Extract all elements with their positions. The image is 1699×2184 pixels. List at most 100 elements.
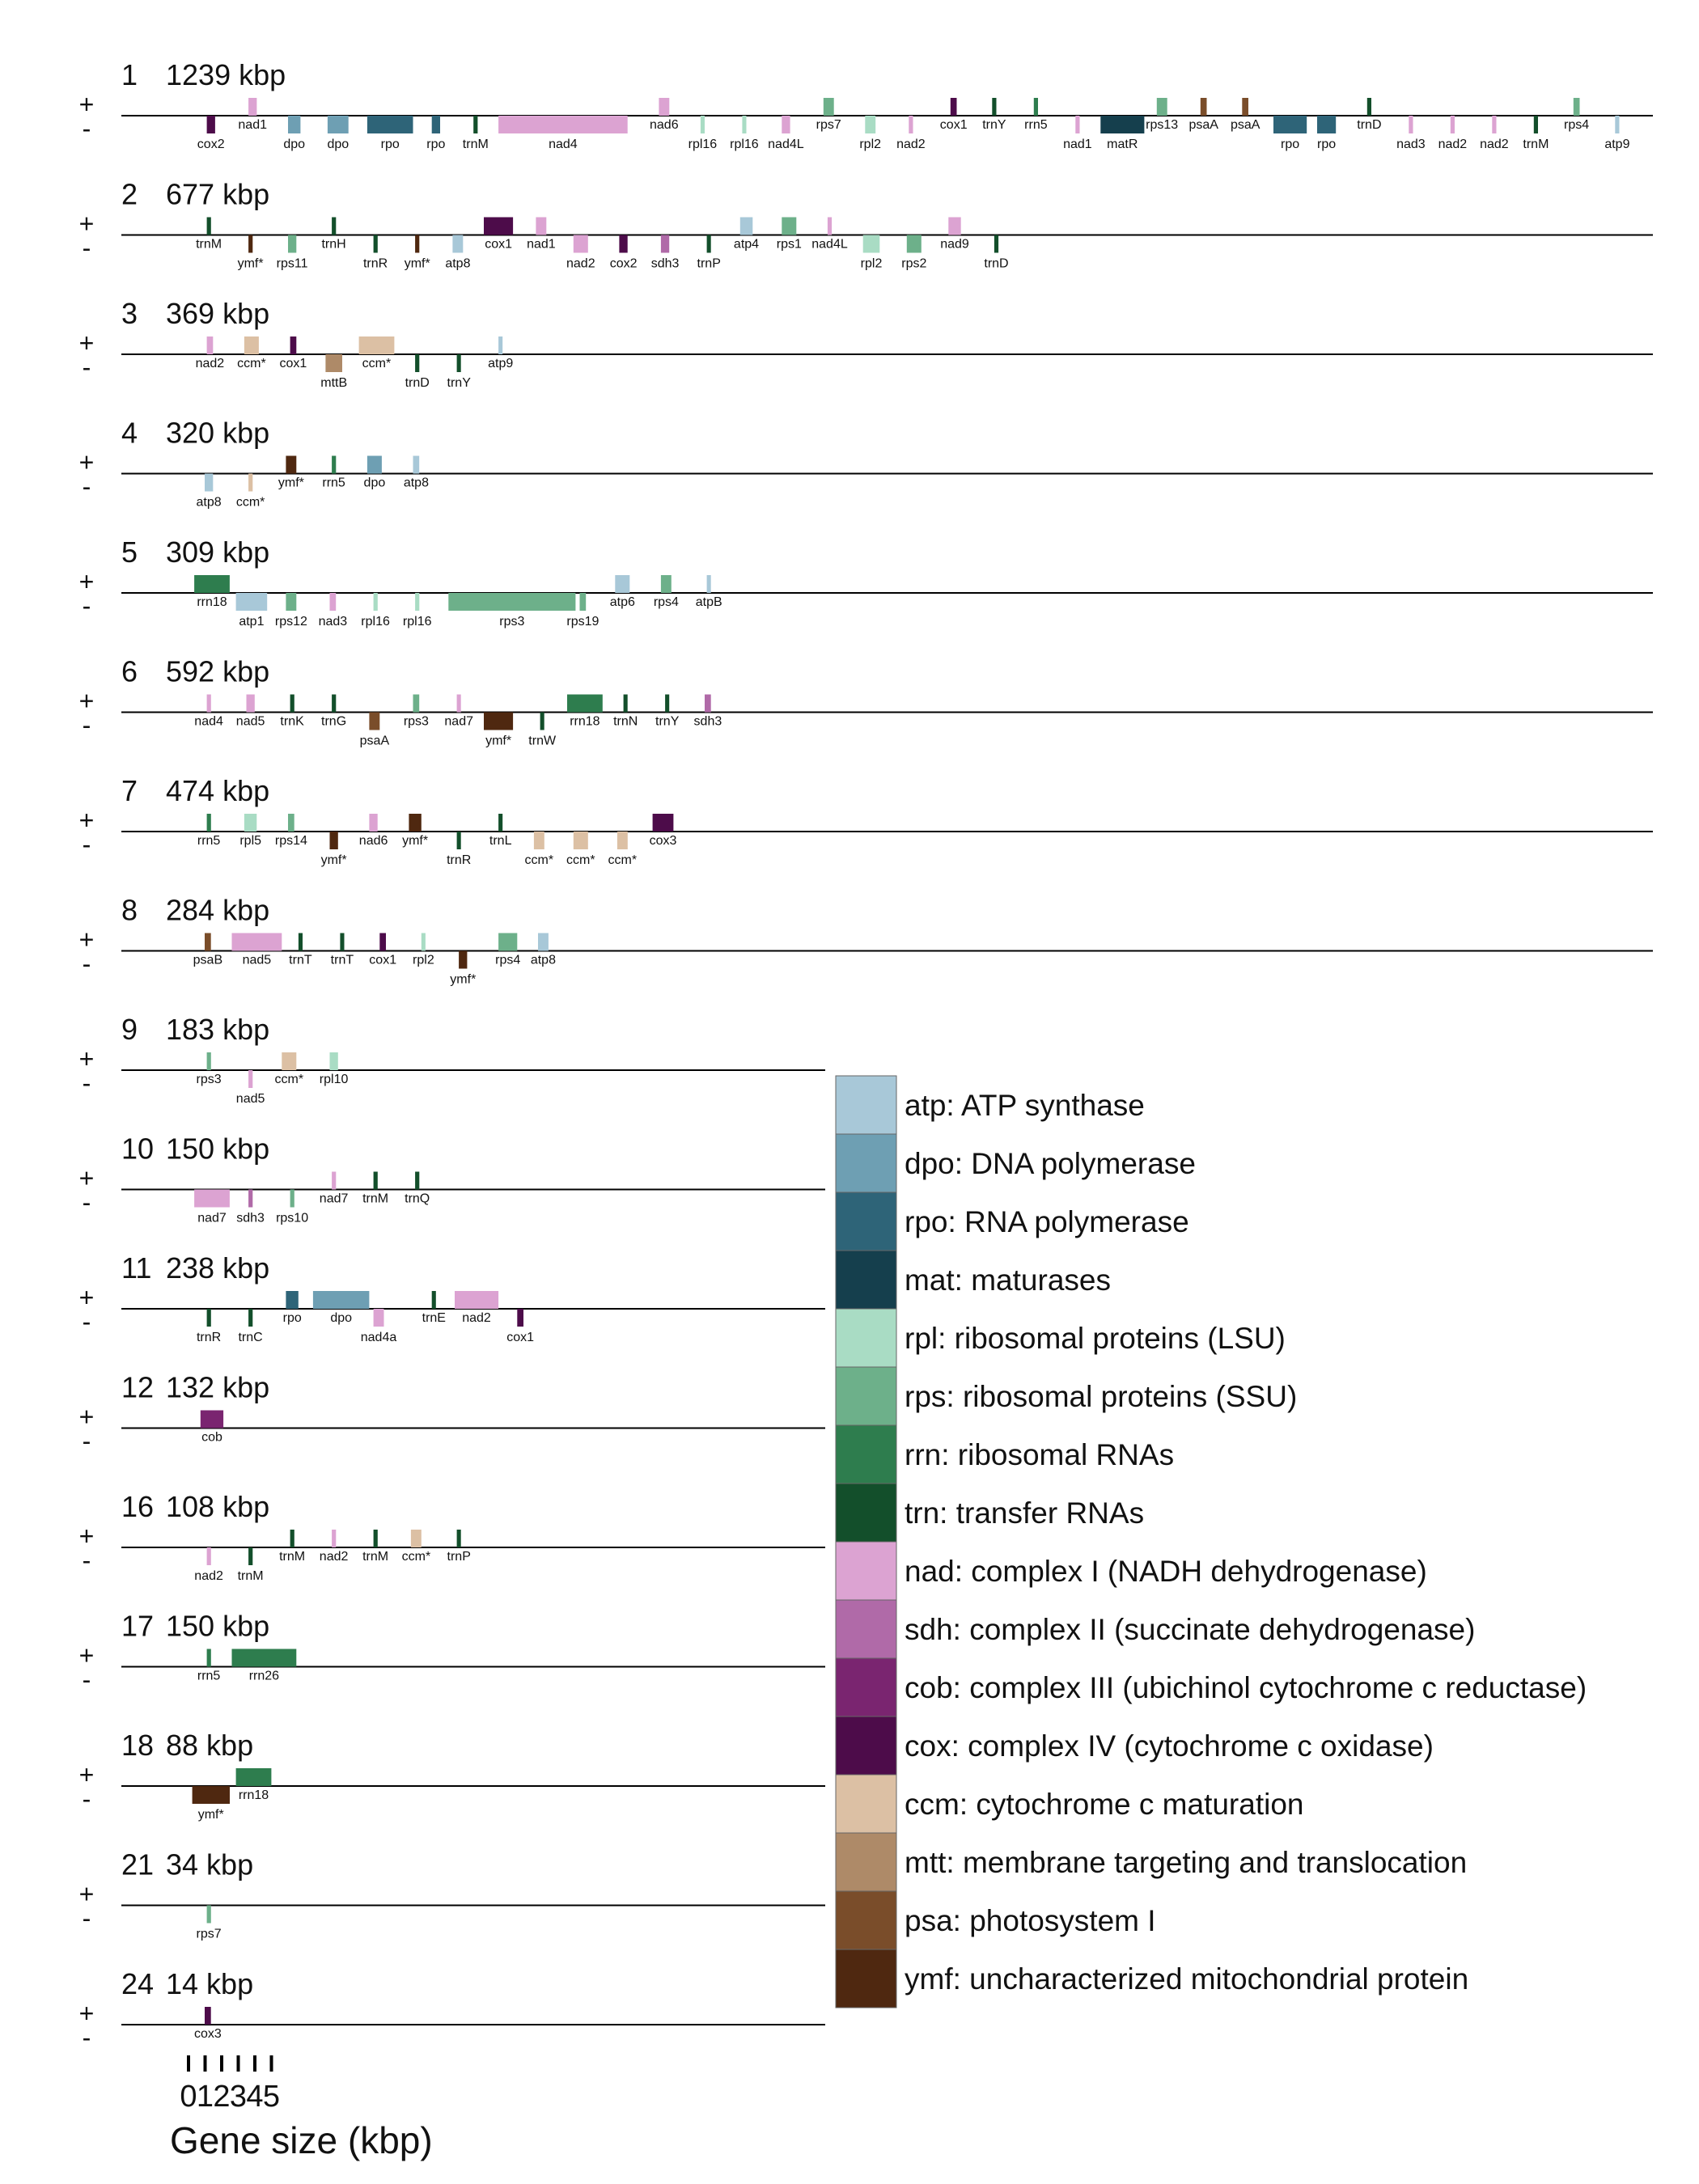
- gene-label: rps7: [197, 1928, 222, 1941]
- gene-block: [206, 814, 211, 832]
- chromosome-size: 284 kbp: [166, 894, 269, 927]
- gene-block: [498, 116, 628, 133]
- gene-label: nad1: [527, 238, 556, 252]
- gene-block: [659, 98, 670, 116]
- gene-block: [456, 354, 461, 372]
- gene-block: [206, 217, 211, 235]
- gene-label: rpo: [381, 138, 400, 151]
- minus-strand-label: -: [83, 711, 91, 740]
- plus-strand-label: +: [79, 328, 95, 358]
- gene-label: dpo: [330, 1311, 352, 1325]
- gene-block: [1156, 98, 1167, 116]
- gene-label: rps7: [816, 118, 841, 132]
- gene-label: rps13: [1146, 118, 1178, 132]
- gene-label: nad7: [320, 1192, 349, 1206]
- plus-strand-label: +: [79, 1999, 95, 2028]
- legend-label: atp: ATP synthase: [905, 1089, 1145, 1122]
- chromosome-row: 18 88 kbp +- ymf* rrn18: [79, 1729, 825, 1822]
- gene-label: trnK: [280, 715, 304, 729]
- minus-strand-label: -: [83, 1069, 91, 1098]
- gene-label: trnM: [362, 1550, 388, 1564]
- gene-label: nad2: [1438, 138, 1468, 151]
- gene-label: rpo: [283, 1311, 302, 1325]
- gene-label: nad6: [359, 834, 388, 848]
- gene-block: [615, 575, 630, 593]
- chromosome-size: 150 kbp: [166, 1132, 269, 1166]
- gene-label: ccm*: [525, 853, 554, 867]
- gene-block: [1615, 116, 1620, 133]
- gene-label: rps12: [275, 615, 307, 629]
- gene-label: nad5: [236, 715, 265, 729]
- gene-label: rrn5: [322, 476, 345, 490]
- minus-strand-label: -: [83, 1546, 91, 1575]
- gene-block: [823, 98, 834, 116]
- gene-label: nad2: [196, 357, 225, 370]
- plus-strand-label: +: [79, 210, 95, 239]
- gene-block: [452, 235, 464, 253]
- gene-label: ymf*: [402, 834, 428, 848]
- chromosome-size: 150 kbp: [166, 1610, 269, 1643]
- gene-block: [332, 217, 337, 235]
- gene-label: trnP: [697, 257, 721, 271]
- legend-label: nad: complex I (NADH dehydrogenase): [905, 1555, 1427, 1588]
- legend-swatch: [835, 1366, 897, 1426]
- chromosome-size: 14 kbp: [166, 1967, 253, 2000]
- gene-label: trnD: [405, 376, 430, 390]
- gene-block: [415, 593, 420, 611]
- chromosome-row: 9 183 kbp +- rps3 nad5 ccm* rpl10: [79, 1013, 825, 1106]
- gene-block: [782, 116, 790, 133]
- gene-block: [498, 336, 503, 354]
- chromosome-row: 16 108 kbp +- nad2 trnM trnM nad2 trnM ccm* trnP: [79, 1490, 825, 1583]
- gene-block: [325, 354, 342, 372]
- gene-block: [366, 455, 382, 474]
- gene-block: [206, 694, 211, 713]
- gene-block: [329, 1052, 338, 1070]
- gene-block: [1100, 116, 1145, 133]
- gene-block: [1075, 116, 1080, 133]
- gene-label: trnL: [489, 834, 512, 848]
- minus-strand-label: -: [83, 1307, 91, 1336]
- gene-label: rpl2: [859, 138, 881, 151]
- chromosome-size: 108 kbp: [166, 1490, 269, 1523]
- gene-label: nad2: [194, 1569, 223, 1583]
- gene-block: [616, 832, 628, 849]
- gene-block: [373, 1530, 378, 1547]
- gene-block: [459, 950, 468, 969]
- scale-tick-label: 3: [230, 2080, 247, 2114]
- gene-label: nad3: [1396, 138, 1426, 151]
- gene-block: [206, 116, 215, 133]
- chromosome-size: 183 kbp: [166, 1013, 269, 1046]
- gene-block: [282, 1052, 297, 1070]
- minus-strand-label: -: [83, 1904, 91, 1933]
- chromosome-size: 309 kbp: [166, 535, 269, 569]
- chromosome-number: 4: [121, 417, 138, 450]
- gene-block: [1533, 116, 1538, 133]
- gene-block: [619, 235, 628, 253]
- chromosome-row: 6 592 kbp +- nad4 nad5 trnK trnG psaA rps3 nad7 ym…: [79, 655, 1653, 748]
- gene-block: [205, 933, 211, 951]
- minus-strand-label: -: [83, 472, 91, 502]
- plus-strand-label: +: [79, 1880, 95, 1909]
- gene-block: [739, 217, 753, 235]
- gene-label: cox3: [194, 2027, 222, 2041]
- gene-label: trnE: [422, 1311, 446, 1325]
- gene-label: nad2: [896, 138, 926, 151]
- gene-label: trnM: [238, 1569, 264, 1583]
- gene-block: [827, 217, 833, 235]
- gene-label: cox1: [485, 238, 512, 252]
- chromosome-row: 5 309 kbp +- rrn18 atp1 rps12 nad3 rpl16 rpl16 rp…: [79, 535, 1653, 629]
- gene-label: rps4: [495, 954, 520, 967]
- legend-label: sdh: complex II (succinate dehydrogenase…: [905, 1613, 1475, 1646]
- gene-label: rps19: [566, 615, 599, 629]
- scale-tick-label: 0: [180, 2080, 197, 2114]
- legend-swatch: [835, 1949, 897, 2008]
- gene-label: trnY: [982, 118, 1006, 132]
- gene-label: nad2: [566, 257, 595, 271]
- plus-strand-label: +: [79, 1760, 95, 1789]
- gene-label: ymf*: [278, 476, 304, 490]
- gene-block: [540, 712, 544, 730]
- legend-swatch: [835, 1308, 897, 1368]
- gene-label: atp6: [610, 595, 635, 609]
- minus-strand-label: -: [83, 1784, 91, 1814]
